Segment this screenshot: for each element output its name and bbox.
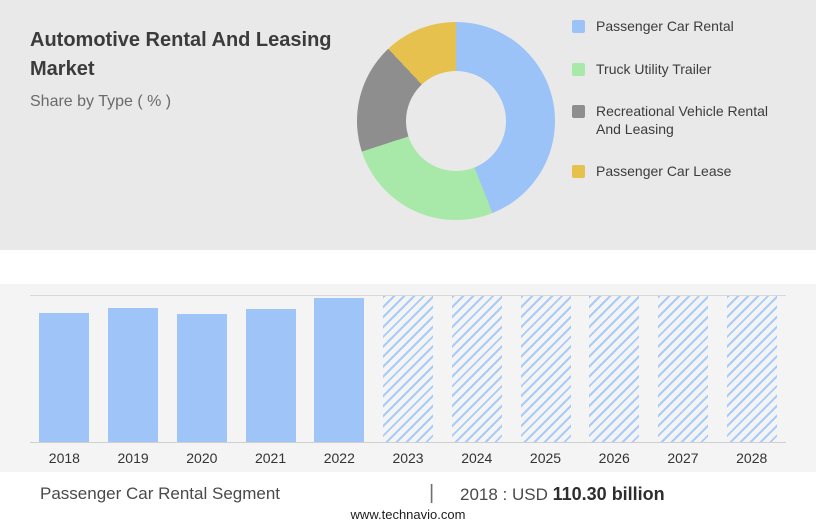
- x-tick-2028: 2028: [736, 450, 768, 466]
- legend-item-passenger-car-rental: Passenger Car Rental: [572, 18, 786, 36]
- stat-prefix: 2018 : USD: [460, 485, 548, 504]
- bar-column-2023: [374, 296, 443, 442]
- site-url: www.technavio.com: [350, 507, 466, 522]
- x-tick-2026: 2026: [598, 450, 630, 466]
- x-tick-2020: 2020: [186, 450, 218, 466]
- stat-value: 110.30 billion: [552, 484, 665, 504]
- legend: Passenger Car Rental Truck Utility Traile…: [572, 18, 786, 181]
- x-tick-2024: 2024: [461, 450, 493, 466]
- page-subtitle: Share by Type ( % ): [30, 93, 172, 110]
- bar-column-2022: [305, 296, 374, 442]
- x-tick-2025: 2025: [529, 450, 562, 466]
- bar-column-2025: [511, 296, 580, 442]
- bar-column-2020: [167, 296, 236, 442]
- bar-chart-section: 2018 2019 2020 2021 2022 2023 2024 2025 2026 2027…: [0, 284, 816, 472]
- forecast-bar-2028: [726, 296, 777, 442]
- legend-item-truck-utility-trailer: Truck Utility Trailer: [572, 61, 786, 79]
- legend-label: Recreational Vehicle Rental And Leasing: [596, 103, 768, 137]
- legend-swatch: [572, 62, 585, 76]
- caption-row: Passenger Car Rental Segment | 2018 : US…: [0, 482, 816, 508]
- legend-swatch: [572, 105, 585, 118]
- x-tick-2019: 2019: [117, 450, 149, 466]
- stat-text: 2018 : USD 110.30 billion: [460, 484, 665, 505]
- legend-swatch: [572, 165, 585, 178]
- bar-column-2024: [442, 296, 511, 442]
- bar-column-2021: [236, 296, 305, 442]
- caption-separator: |: [429, 482, 435, 504]
- donut-section: Automotive Rental And Leasing Market Sha…: [0, 0, 816, 250]
- legend-label: Truck Utility Trailer: [596, 60, 712, 77]
- bar-2019: [108, 307, 159, 442]
- bar-chart-plot: [30, 295, 786, 443]
- page-title: Automotive Rental And Leasing Market: [30, 29, 332, 80]
- bar-column-2018: [30, 296, 99, 442]
- donut-chart: [357, 22, 555, 220]
- x-axis-labels: 2018 2019 2020 2021 2022 2023 2024 2025 2026 2027…: [30, 450, 786, 466]
- bar-2020: [176, 313, 227, 442]
- bar-column-2019: [99, 296, 168, 442]
- bar-2022: [314, 298, 365, 442]
- bar-column-2027: [649, 296, 718, 442]
- legend-item-recreational-vehicle-rental-and-leasing: Recreational Vehicle Rental And Leasing: [572, 103, 786, 138]
- forecast-bar-2023: [383, 296, 434, 442]
- bar-column-2026: [580, 296, 649, 442]
- x-tick-2023: 2023: [392, 450, 424, 466]
- x-tick-2018: 2018: [48, 450, 80, 466]
- bar-2021: [245, 308, 296, 442]
- legend-label: Passenger Car Lease: [596, 163, 732, 179]
- forecast-bar-2027: [657, 296, 708, 442]
- legend-item-passenger-car-lease: Passenger Car Lease: [572, 163, 786, 181]
- title-block: Automotive Rental And Leasing Market Sha…: [30, 26, 350, 111]
- segment-label: Passenger Car Rental Segment: [40, 484, 281, 503]
- legend-swatch: [572, 20, 585, 33]
- legend-label: Passenger Car Rental: [596, 18, 734, 34]
- x-tick-2022: 2022: [323, 450, 355, 466]
- x-tick-2027: 2027: [667, 450, 699, 466]
- bar-column-2028: [717, 296, 786, 442]
- forecast-bar-2024: [451, 296, 502, 442]
- forecast-bar-2026: [589, 296, 640, 442]
- x-tick-2021: 2021: [254, 450, 287, 466]
- forecast-bar-2025: [520, 296, 571, 442]
- bar-2018: [39, 312, 90, 442]
- donut-hole: [406, 71, 506, 171]
